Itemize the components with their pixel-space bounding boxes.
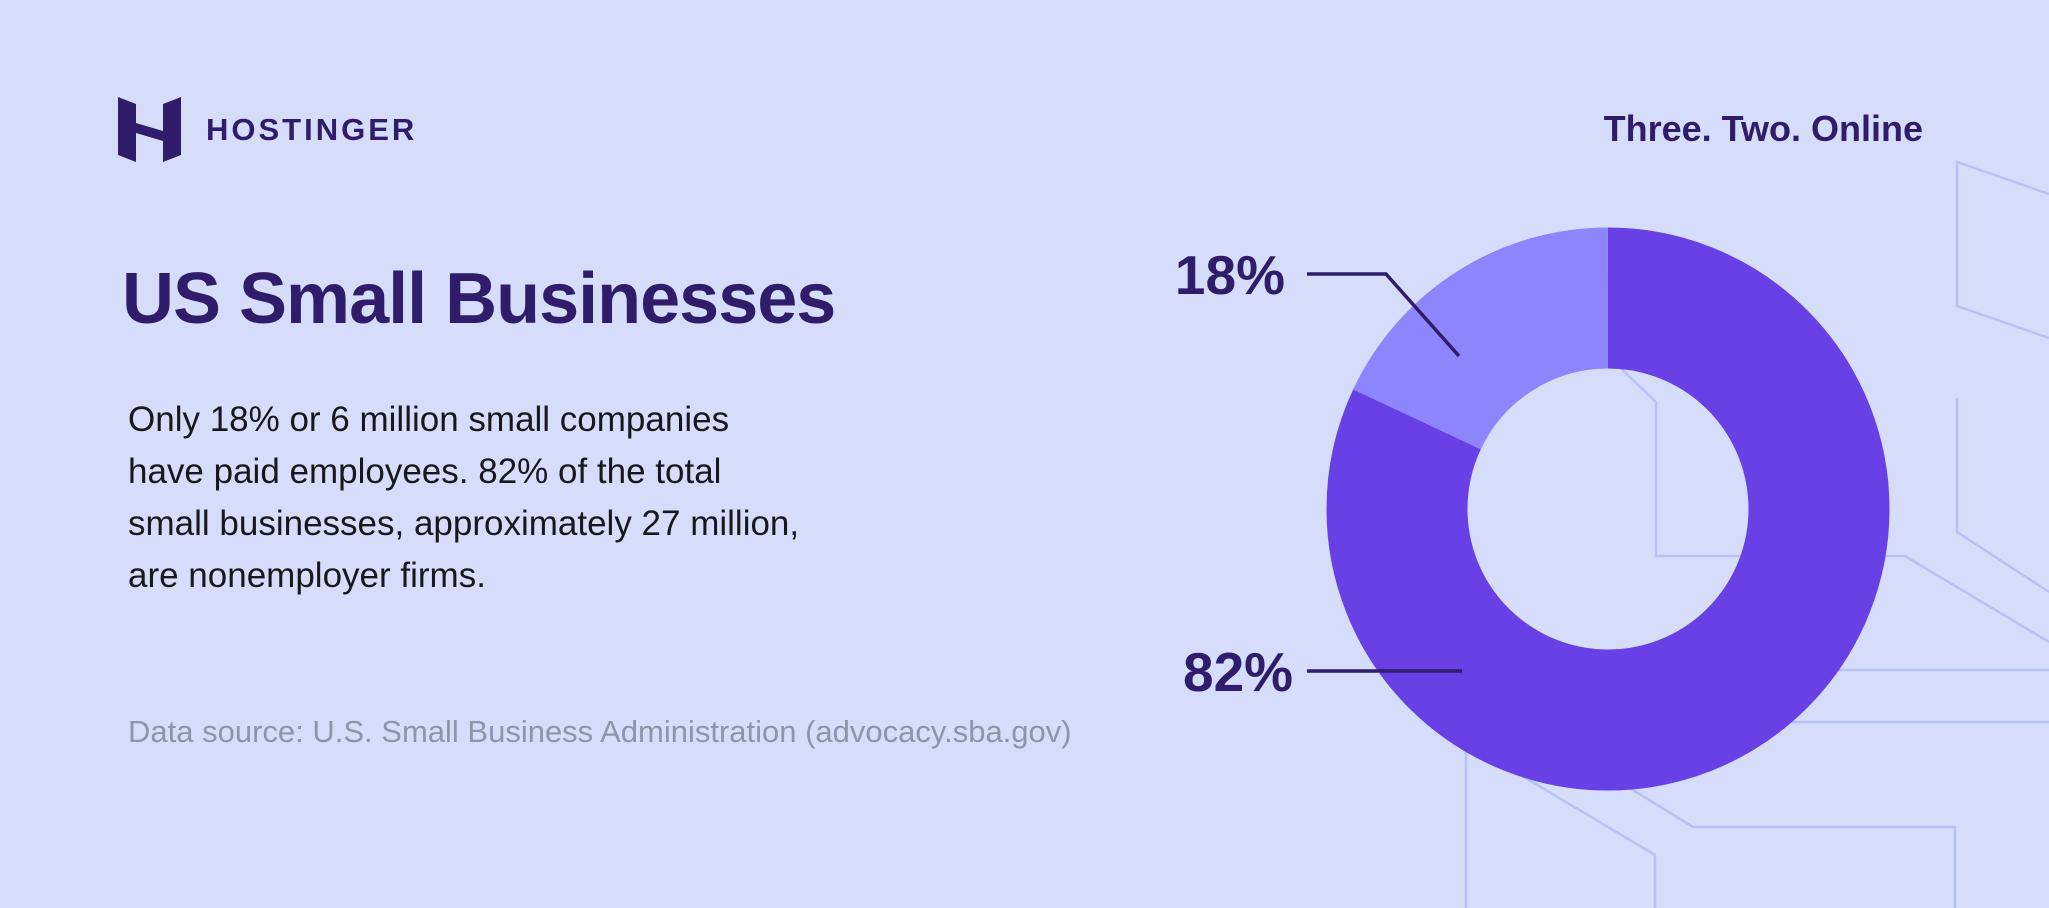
- brand-name: HOSTINGER: [206, 112, 418, 147]
- brand-logo: HOSTINGER: [118, 94, 417, 166]
- circuit-trace: [1955, 160, 2049, 340]
- circuit-trace: [1506, 765, 1657, 908]
- hostinger-h-icon: [118, 97, 181, 162]
- brand-tagline: Three. Two. Online: [1603, 108, 1923, 149]
- data-source-text: Data source: U.S. Small Business Adminis…: [128, 714, 1072, 749]
- description-text: Only 18% or 6 million small companies ha…: [128, 400, 800, 595]
- circuit-trace: [1609, 357, 2049, 644]
- leader-line-18: [1307, 272, 1461, 358]
- donut-segment-18: [1326, 227, 1890, 791]
- circuit-trace: [1955, 398, 2049, 594]
- slice-label-18: 18%: [1174, 244, 1285, 306]
- circuit-trace: [1619, 780, 1957, 908]
- slice-label-82: 82%: [1183, 641, 1294, 703]
- page-title: US Small Businesses: [122, 259, 836, 339]
